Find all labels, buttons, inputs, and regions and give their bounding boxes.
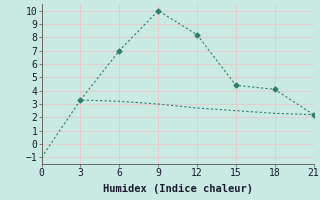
X-axis label: Humidex (Indice chaleur): Humidex (Indice chaleur)	[103, 184, 252, 194]
